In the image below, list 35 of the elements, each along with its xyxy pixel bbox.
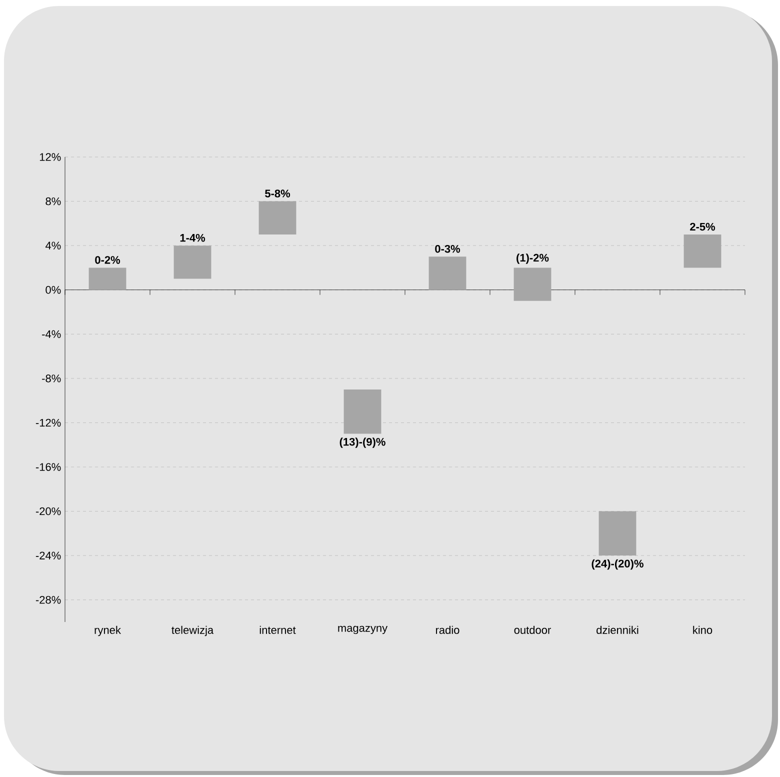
x-tick-label: radio — [436, 626, 460, 634]
x-tick-label: outdoor — [514, 626, 551, 634]
y-tick-label: -4% — [42, 330, 61, 338]
y-tick-label: 12% — [40, 153, 61, 161]
y-tick-label: -16% — [36, 463, 61, 471]
x-tick-label: internet — [260, 626, 296, 634]
annotation: 0-2% — [95, 256, 120, 264]
bar — [344, 389, 382, 434]
y-tick-label: -12% — [36, 418, 61, 427]
x-tick-label: rynek — [94, 626, 121, 636]
bar — [174, 246, 212, 279]
y-tick-label: 4% — [45, 242, 61, 250]
x-tick-label: kino — [693, 626, 712, 634]
annotation: 1-4% — [180, 234, 206, 242]
annotation: (13)-(9)% — [340, 438, 386, 448]
annotation: (1)-2% — [516, 254, 549, 264]
annotation: 2-5% — [690, 222, 716, 231]
annotation: (24)-(20)% — [592, 559, 644, 570]
bar — [428, 256, 466, 290]
y-tick-label: -24% — [36, 552, 61, 560]
annotation: 5-8% — [265, 190, 290, 198]
y-tick-label: -8% — [42, 374, 61, 382]
bar — [684, 234, 722, 268]
x-tick-label: dzienniki — [596, 626, 638, 634]
bar — [598, 511, 636, 556]
y-tick-label: 0% — [46, 286, 61, 294]
bar — [258, 201, 296, 234]
bar — [514, 268, 552, 301]
x-tick-label: telewizja — [172, 626, 214, 636]
x-tick-label: magazyny — [338, 626, 388, 634]
bar — [88, 268, 126, 290]
annotation: 0-3% — [435, 244, 460, 253]
y-tick-label: -20% — [36, 507, 61, 516]
y-tick-label: 8% — [46, 197, 61, 206]
y-tick-label: -28% — [36, 596, 61, 604]
